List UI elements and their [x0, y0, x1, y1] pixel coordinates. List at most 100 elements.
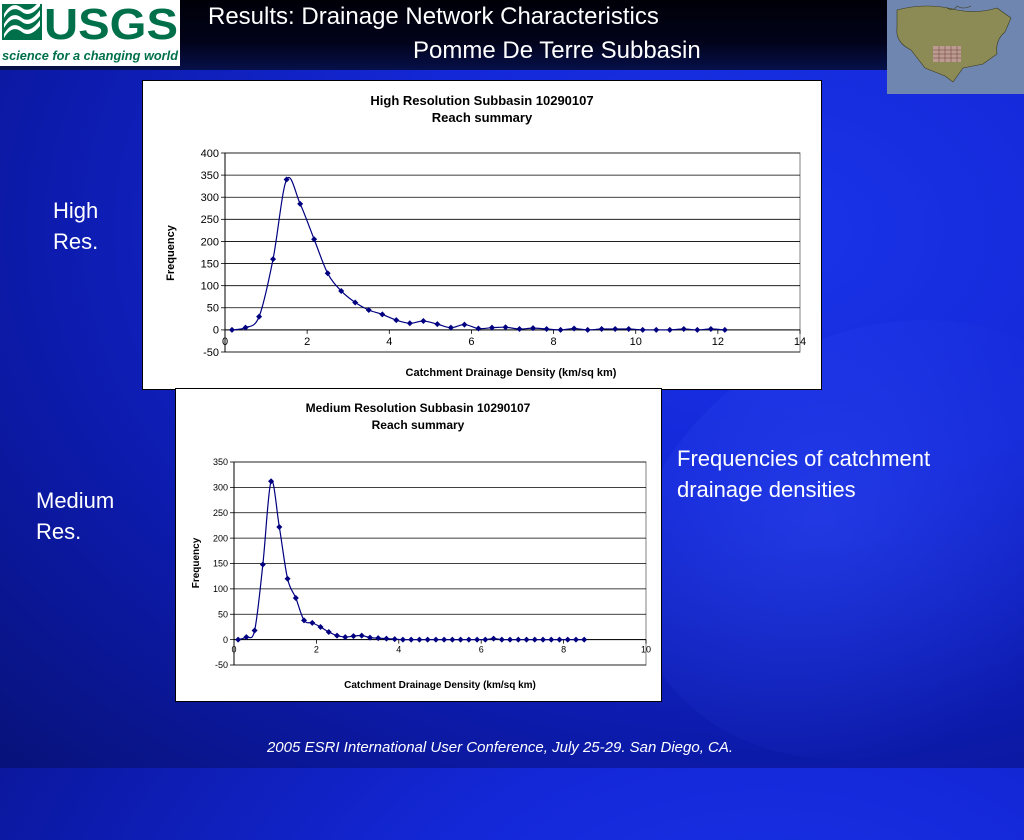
- medium-res-chart: Medium Resolution Subbasin 10290107 Reac…: [175, 388, 662, 702]
- data-point-marker: [408, 636, 415, 643]
- plot-area: [224, 152, 801, 353]
- y-tick-label: -50: [203, 347, 219, 359]
- y-tick-label: 50: [207, 303, 219, 315]
- x-tick-label: 0: [222, 336, 228, 348]
- data-point-marker: [379, 311, 386, 318]
- footer-text: 2005 ESRI International User Conference,…: [266, 739, 734, 756]
- medium-res-chart-svg: Medium Resolution Subbasin 10290107 Reac…: [191, 401, 651, 691]
- data-point-marker: [639, 326, 646, 333]
- data-point-marker: [270, 256, 277, 263]
- high-res-chart: High Resolution Subbasin 10290107 Reach …: [142, 80, 822, 390]
- data-point-marker: [556, 636, 563, 643]
- data-point-marker: [259, 561, 266, 568]
- data-point-marker: [653, 326, 660, 333]
- y-tick-label: 0: [213, 325, 219, 337]
- data-point-marker: [383, 635, 390, 642]
- data-point-marker: [584, 326, 591, 333]
- data-point-marker: [416, 636, 423, 643]
- logo-tagline: science for a changing world: [2, 48, 179, 63]
- y-tick-label: 300: [213, 483, 228, 493]
- data-point-marker: [268, 478, 275, 485]
- data-point-marker: [721, 326, 728, 333]
- x-tick-label: 8: [551, 336, 557, 348]
- data-point-marker: [457, 636, 464, 643]
- x-tick-label: 10: [641, 645, 651, 655]
- data-point-marker: [325, 629, 332, 636]
- data-point-marker: [548, 636, 555, 643]
- medium-res-label: Medium Res.: [36, 488, 115, 544]
- y-tick-label: 100: [213, 584, 228, 594]
- data-point-marker: [474, 636, 481, 643]
- data-point-marker: [543, 326, 550, 333]
- y-tick-label: -50: [215, 660, 228, 670]
- high-res-chart-svg: High Resolution Subbasin 10290107 Reach …: [165, 93, 806, 379]
- y-tick-label: 350: [201, 170, 219, 182]
- data-point-marker: [490, 635, 497, 642]
- data-point-marker: [338, 287, 345, 294]
- x-tick-label: 2: [314, 645, 319, 655]
- y-tick-label: 350: [213, 457, 228, 467]
- data-point-marker: [523, 636, 530, 643]
- y-tick-label: 250: [201, 214, 219, 226]
- data-point-marker: [228, 326, 235, 333]
- data-point-marker: [317, 623, 324, 630]
- chart-title: Medium Resolution Subbasin 10290107: [306, 401, 531, 415]
- north-america-map-thumbnail: [887, 0, 1024, 94]
- y-tick-label: 200: [213, 533, 228, 543]
- y-tick-label: 300: [201, 192, 219, 204]
- y-tick-label: 50: [218, 609, 228, 619]
- data-point-marker: [393, 317, 400, 324]
- data-point-marker: [507, 636, 514, 643]
- chart-subtitle: Reach summary: [432, 110, 533, 125]
- data-point-marker: [391, 636, 398, 643]
- x-tick-label: 6: [468, 336, 474, 348]
- y-tick-label: 250: [213, 508, 228, 518]
- data-point-marker: [515, 636, 522, 643]
- x-tick-label: 4: [386, 336, 392, 348]
- data-point-marker: [256, 313, 263, 320]
- high-res-label: High Res.: [53, 198, 99, 254]
- data-point-marker: [461, 321, 468, 328]
- x-tick-label: 10: [630, 336, 642, 348]
- slide-title: Results: Drainage Network Characteristic…: [208, 3, 659, 30]
- data-point-marker: [251, 627, 258, 634]
- data-point-marker: [516, 326, 523, 333]
- x-tick-label: 2: [304, 336, 310, 348]
- data-point-marker: [571, 325, 578, 332]
- x-tick-label: 12: [712, 336, 724, 348]
- data-point-marker: [366, 634, 373, 641]
- x-tick-label: 6: [479, 645, 484, 655]
- data-point-marker: [406, 320, 413, 327]
- data-point-marker: [572, 636, 579, 643]
- data-point-marker: [434, 321, 441, 328]
- slide-subtitle: Pomme De Terre Subbasin: [413, 37, 701, 64]
- data-point-marker: [350, 633, 357, 640]
- data-point-marker: [352, 299, 359, 306]
- x-tick-label: 8: [561, 645, 566, 655]
- data-point-marker: [297, 200, 304, 207]
- data-point-marker: [564, 636, 571, 643]
- data-point-marker: [284, 575, 291, 582]
- data-point-marker: [449, 636, 456, 643]
- data-point-marker: [680, 326, 687, 333]
- data-point-marker: [498, 636, 505, 643]
- data-point-marker: [420, 318, 427, 325]
- y-tick-label: 100: [201, 281, 219, 293]
- data-point-marker: [358, 632, 365, 639]
- usgs-logo: USGS science for a changing world: [0, 0, 180, 66]
- data-point-marker: [424, 636, 431, 643]
- data-point-marker: [540, 636, 546, 643]
- y-tick-label: 0: [223, 635, 228, 645]
- y-tick-label: 200: [201, 236, 219, 248]
- data-point-marker: [242, 324, 249, 331]
- y-tick-label: 150: [201, 258, 219, 270]
- data-point-marker: [694, 326, 701, 333]
- data-point-marker: [432, 636, 439, 643]
- data-point-marker: [235, 636, 242, 643]
- y-axis-label: Frequency: [191, 537, 202, 588]
- data-point-marker: [276, 523, 283, 530]
- data-point-marker: [375, 635, 382, 642]
- data-point-marker: [488, 324, 495, 331]
- data-point-marker: [557, 326, 564, 333]
- x-tick-label: 4: [396, 645, 401, 655]
